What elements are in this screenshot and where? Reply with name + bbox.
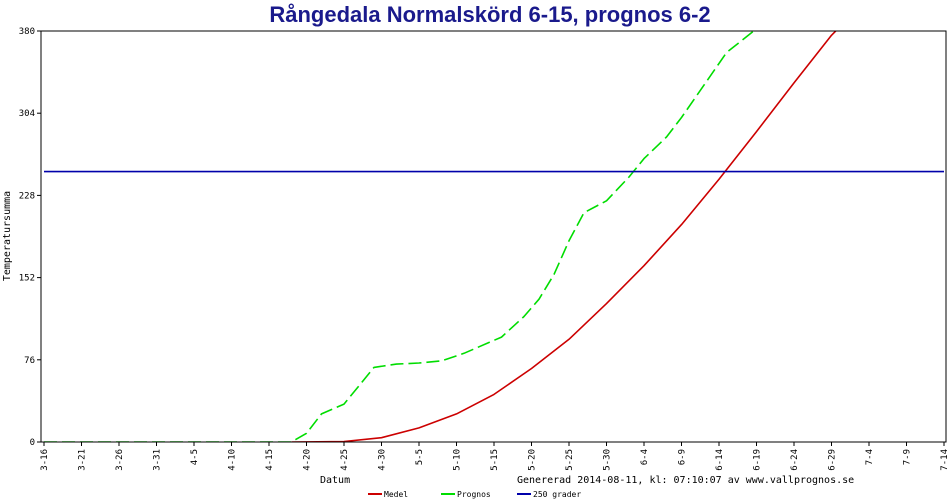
x-tick-label: 3-31 bbox=[153, 449, 163, 471]
x-tick-label: 3-21 bbox=[78, 449, 88, 471]
x-tick-label: 7-14 bbox=[940, 449, 950, 471]
y-tick-label: 380 bbox=[19, 27, 35, 37]
legend-label: 250 grader bbox=[533, 490, 581, 499]
legend: Medel Prognos 250 grader bbox=[368, 490, 581, 499]
x-tick-label: 5-30 bbox=[603, 449, 613, 471]
y-tick-label: 152 bbox=[19, 274, 35, 284]
y-tick-label: 228 bbox=[19, 191, 35, 201]
x-tick-label: 3-16 bbox=[40, 449, 50, 471]
x-tick-label: 6-19 bbox=[753, 449, 763, 471]
x-tick-label: 6-4 bbox=[640, 449, 650, 465]
x-tick-label: 3-26 bbox=[115, 449, 125, 471]
x-tick-label: 5-5 bbox=[415, 449, 425, 465]
y-axis-label: Temperatursumma bbox=[2, 191, 13, 281]
x-tick-label: 6-14 bbox=[715, 449, 725, 471]
x-tick-label: 5-20 bbox=[528, 449, 538, 471]
x-tick-label: 5-10 bbox=[453, 449, 463, 471]
x-tick-label: 5-15 bbox=[490, 449, 500, 471]
x-tick-label: 6-29 bbox=[828, 449, 838, 471]
x-tick-label: 7-4 bbox=[865, 449, 875, 465]
x-tick-label: 4-15 bbox=[265, 449, 275, 471]
y-tick-label: 304 bbox=[19, 109, 35, 119]
legend-label: Medel bbox=[384, 490, 408, 499]
x-tick-label: 4-25 bbox=[340, 449, 350, 471]
x-tick-label: 7-9 bbox=[903, 449, 913, 465]
x-tick-label: 6-9 bbox=[678, 449, 688, 465]
legend-label: Prognos bbox=[457, 490, 491, 499]
y-tick-label: 76 bbox=[24, 356, 35, 366]
x-tick-label: 5-25 bbox=[565, 449, 575, 471]
x-tick-label: 6-24 bbox=[790, 449, 800, 471]
x-tick-label: 4-10 bbox=[228, 449, 238, 471]
x-tick-label: 4-30 bbox=[378, 449, 388, 471]
chart-title: Rångedala Normalskörd 6-15, prognos 6-2 bbox=[269, 2, 710, 27]
x-tick-label: 4-20 bbox=[303, 449, 313, 471]
y-tick-label: 0 bbox=[30, 438, 35, 448]
footer-generated: Genererad 2014-08-11, kl: 07:10:07 av ww… bbox=[517, 475, 854, 486]
x-tick-label: 4-5 bbox=[190, 449, 200, 465]
x-axis-label: Datum bbox=[320, 475, 350, 486]
